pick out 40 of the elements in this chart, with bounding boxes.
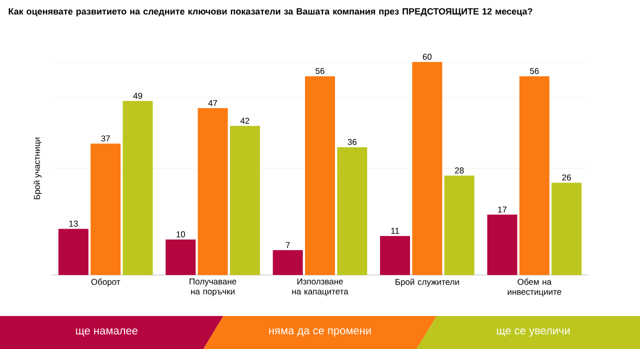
data-label: 60 — [422, 54, 432, 60]
y-axis-title: Брой участници — [34, 138, 42, 200]
data-label: 47 — [208, 100, 218, 106]
bar — [166, 240, 196, 275]
data-label: 7 — [286, 242, 290, 248]
data-label: 37 — [101, 135, 110, 142]
text: ще се увеличи — [497, 328, 570, 337]
bar — [412, 62, 442, 275]
x-tick-label: Оборот — [91, 278, 120, 287]
bar — [122, 101, 153, 275]
data-label: 26 — [562, 174, 571, 180]
text: ще намалее — [76, 328, 138, 337]
bar — [272, 250, 303, 275]
bar — [230, 126, 260, 275]
bar — [487, 214, 518, 275]
data-label: 13 — [69, 220, 78, 227]
bar — [337, 147, 368, 275]
bar — [380, 236, 410, 275]
x-tick-label: Получаване на поръчки — [190, 278, 236, 296]
data-label: 49 — [133, 92, 142, 99]
data-label: 56 — [530, 68, 539, 74]
bar — [552, 182, 582, 275]
data-label: 42 — [240, 118, 250, 124]
bar — [198, 108, 228, 275]
data-label: 11 — [391, 228, 400, 234]
data-label: 10 — [176, 231, 186, 238]
data-label: 17 — [498, 206, 507, 212]
bar — [519, 76, 550, 275]
data-label: 28 — [455, 167, 464, 174]
bar — [444, 176, 474, 275]
chart-title: Как оценявате развитието на следните ключови показатели за Вашата компания през ПРЕДСТОЯЩИТЕ 12 месеца? — [8, 8, 532, 16]
bar — [90, 144, 121, 275]
data-label: 56 — [316, 68, 324, 74]
data-label: 36 — [348, 138, 357, 145]
bar — [58, 228, 88, 275]
x-tick-label: Използване на капацитета — [292, 278, 348, 296]
text: няма да се промени — [269, 328, 371, 337]
x-tick-label: Брой служители — [396, 278, 459, 287]
x-tick-label: Обем на инвестициите — [508, 278, 562, 296]
bar — [304, 76, 336, 275]
